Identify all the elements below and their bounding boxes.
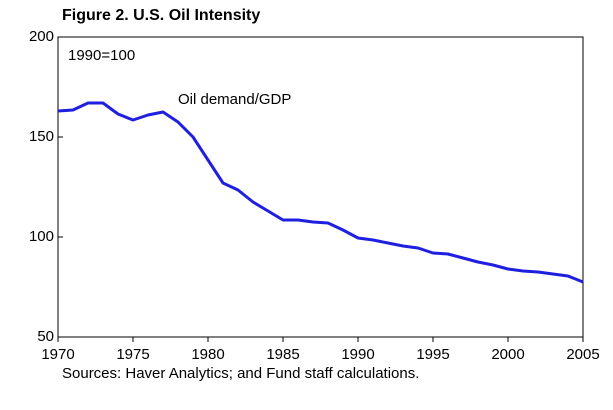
x-tick-label: 1970 [41, 346, 74, 363]
y-tick-label: 100 [29, 228, 54, 245]
plot-frame [57, 36, 584, 338]
chart-title: Figure 2. U.S. Oil Intensity [62, 7, 260, 24]
x-tick-label: 1985 [266, 346, 299, 363]
y-tick-label: 150 [29, 128, 54, 145]
x-tick-label: 1995 [416, 346, 449, 363]
y-tick-label: 50 [37, 328, 54, 345]
series-label: Oil demand/GDP [178, 91, 291, 108]
x-tick-label: 2000 [491, 346, 524, 363]
y-tick-label: 200 [29, 28, 54, 45]
data-line [57, 101, 584, 284]
x-tick-label: 1980 [191, 346, 224, 363]
source-note: Sources: Haver Analytics; and Fund staff… [62, 365, 419, 382]
x-tick-label: 1990 [341, 346, 374, 363]
x-tick-label: 1975 [116, 346, 149, 363]
annotation: 1990=100 [68, 47, 135, 64]
x-tick-label: 2005 [566, 346, 599, 363]
